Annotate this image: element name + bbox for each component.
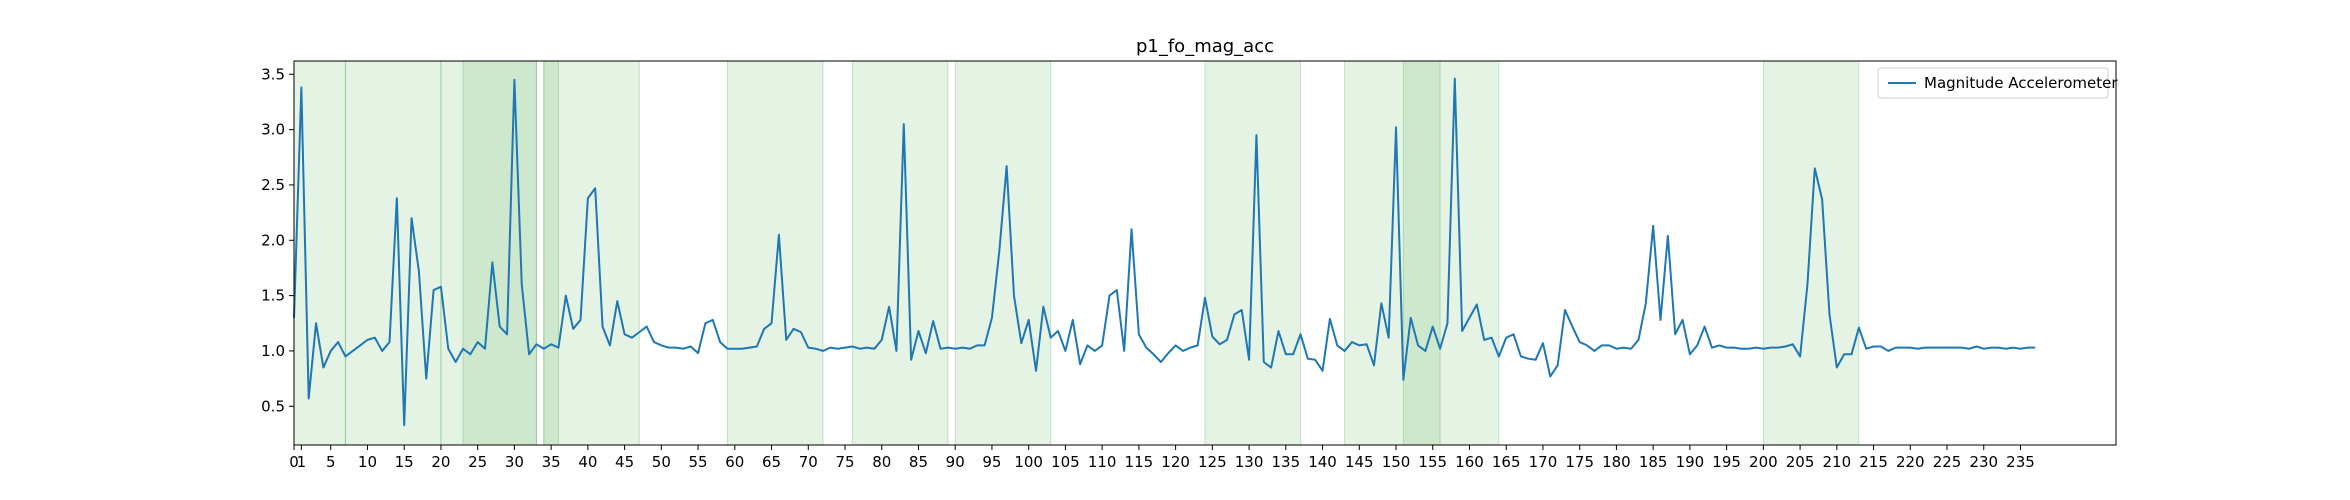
x-tick-label: 85 bbox=[909, 453, 928, 471]
x-tick-label: 230 bbox=[1969, 453, 1998, 471]
shaded-region bbox=[543, 60, 640, 446]
x-tick-label: 170 bbox=[1529, 453, 1558, 471]
x-tick-label: 30 bbox=[505, 453, 524, 471]
y-tick-label: 3.0 bbox=[261, 121, 285, 139]
legend: Magnitude Accelerometer bbox=[1877, 67, 2118, 99]
x-tick-label: 50 bbox=[652, 453, 671, 471]
x-tick-label: 90 bbox=[946, 453, 965, 471]
y-tick-label: 3.5 bbox=[261, 65, 285, 83]
x-tick-label: 175 bbox=[1565, 453, 1594, 471]
x-tick-label: 135 bbox=[1271, 453, 1300, 471]
shaded-region bbox=[954, 60, 1052, 446]
x-tick-label: 220 bbox=[1896, 453, 1925, 471]
x-tick-label: 10 bbox=[358, 453, 377, 471]
shaded-regions bbox=[293, 60, 1860, 446]
x-tick-label: 160 bbox=[1455, 453, 1484, 471]
x-tick-label: 25 bbox=[468, 453, 487, 471]
x-tick-label: 200 bbox=[1749, 453, 1778, 471]
y-tick-label: 2.5 bbox=[261, 176, 285, 194]
x-tick-label: 70 bbox=[799, 453, 818, 471]
x-tick-label: 145 bbox=[1345, 453, 1374, 471]
shaded-region bbox=[1762, 60, 1860, 446]
x-tick-label: 100 bbox=[1014, 453, 1043, 471]
shaded-region bbox=[726, 60, 824, 446]
x-tick-label: 120 bbox=[1161, 453, 1190, 471]
x-tick-label: 165 bbox=[1492, 453, 1521, 471]
y-tick-label: 2.0 bbox=[261, 231, 285, 249]
x-tick-label: 95 bbox=[982, 453, 1001, 471]
y-tick-label: 1.5 bbox=[261, 287, 285, 305]
y-axis-ticks: 0.5 1.0 1.5 2.0 2.5 3.0 3.5 bbox=[261, 65, 294, 415]
x-tick-label: 110 bbox=[1088, 453, 1117, 471]
x-tick-label: 1 bbox=[297, 453, 307, 471]
x-tick-label: 205 bbox=[1786, 453, 1815, 471]
x-tick-label: 210 bbox=[1823, 453, 1852, 471]
x-tick-label: 60 bbox=[725, 453, 744, 471]
x-tick-label: 65 bbox=[762, 453, 781, 471]
x-tick-label: 150 bbox=[1382, 453, 1411, 471]
shaded-region bbox=[1402, 60, 1500, 446]
x-tick-label: 80 bbox=[872, 453, 891, 471]
x-tick-label: 130 bbox=[1235, 453, 1264, 471]
x-tick-label: 5 bbox=[326, 453, 336, 471]
series-line bbox=[293, 77, 2036, 427]
x-tick-label: 20 bbox=[431, 453, 450, 471]
x-tick-label: 180 bbox=[1602, 453, 1631, 471]
x-tick-label: 40 bbox=[578, 453, 597, 471]
x-tick-label: 75 bbox=[835, 453, 854, 471]
legend-label: Magnitude Accelerometer bbox=[1924, 74, 2118, 92]
legend-box bbox=[1877, 67, 2109, 99]
x-tick-label: 235 bbox=[2006, 453, 2035, 471]
x-tick-label: 55 bbox=[689, 453, 708, 471]
y-tick-label: 1.0 bbox=[261, 342, 285, 360]
x-tick-label: 190 bbox=[1676, 453, 1705, 471]
x-tick-label: 155 bbox=[1418, 453, 1447, 471]
x-tick-label: 115 bbox=[1125, 453, 1154, 471]
x-tick-label: 215 bbox=[1859, 453, 1888, 471]
x-tick-label: 195 bbox=[1712, 453, 1741, 471]
x-tick-label: 45 bbox=[615, 453, 634, 471]
shaded-region bbox=[543, 60, 559, 446]
plot-frame bbox=[293, 60, 2117, 446]
chart-title: p1_fo_mag_acc bbox=[1136, 36, 1274, 57]
x-axis-ticks: 01 5 10 15 20 25 30 35 40 45 50 55 60 65 70 75 80 85 90 95 1… bbox=[289, 445, 2035, 471]
x-tick-label: 0 bbox=[289, 453, 299, 471]
series-line-layer bbox=[293, 77, 2036, 427]
y-tick-label: 0.5 bbox=[261, 397, 285, 415]
x-tick-label: 105 bbox=[1051, 453, 1080, 471]
x-tick-label: 15 bbox=[395, 453, 414, 471]
x-tick-label: 140 bbox=[1308, 453, 1337, 471]
shaded-region bbox=[462, 60, 537, 446]
x-tick-label: 225 bbox=[1933, 453, 1962, 471]
x-tick-label: 185 bbox=[1639, 453, 1668, 471]
x-tick-label: 35 bbox=[542, 453, 561, 471]
x-tick-label: 125 bbox=[1198, 453, 1227, 471]
